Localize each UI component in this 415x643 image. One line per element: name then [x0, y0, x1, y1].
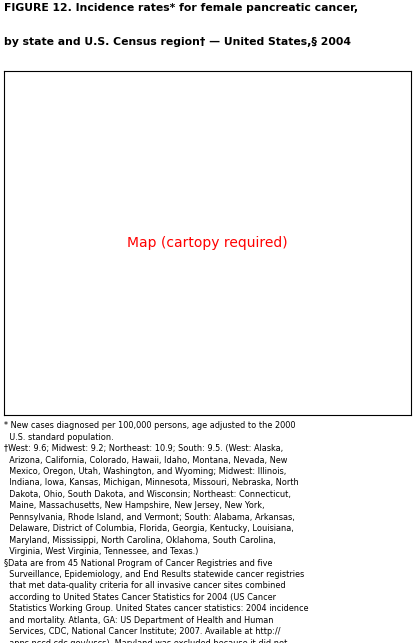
- Text: Map (cartopy required): Map (cartopy required): [127, 236, 288, 249]
- Text: by state and U.S. Census region† — United States,§ 2004: by state and U.S. Census region† — Unite…: [4, 37, 351, 47]
- Text: FIGURE 12. Incidence rates* for female pancreatic cancer,: FIGURE 12. Incidence rates* for female p…: [4, 3, 358, 14]
- Text: * New cases diagnosed per 100,000 persons, age adjusted to the 2000
  U.S. stand: * New cases diagnosed per 100,000 person…: [4, 421, 309, 643]
